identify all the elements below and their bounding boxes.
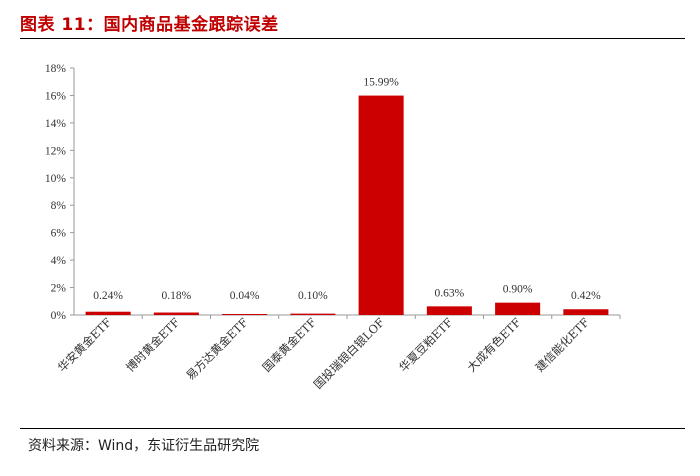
bar-1 <box>153 312 199 315</box>
chart-axes: 0% 2% 4% 6% 8% 10% 12% 14% 16% 18% <box>45 63 621 322</box>
x-category-label: 国泰黄金ETF <box>260 315 319 374</box>
data-label: 0.42% <box>571 290 601 302</box>
data-label: 0.63% <box>435 287 465 299</box>
data-label: 15.99% <box>363 77 399 89</box>
x-category-label: 博时黄金ETF <box>123 315 182 374</box>
x-category-label: 国投瑞银白银LOF <box>311 315 387 391</box>
data-label: 0.04% <box>230 290 260 302</box>
bar-2 <box>222 314 268 315</box>
data-label: 0.10% <box>298 290 328 302</box>
y-tick-label: 4% <box>51 255 67 267</box>
chart-labels: 0.24% 华安黄金ETF 0.18% 博时黄金ETF 0.04% 易方达黄金ETF 0.1… <box>55 77 601 392</box>
data-label: 0.24% <box>93 290 123 302</box>
y-tick-label: 0% <box>51 310 67 322</box>
bar-5 <box>426 306 472 315</box>
bar-7 <box>563 309 609 315</box>
source-divider <box>20 428 685 429</box>
bar-6 <box>495 302 541 315</box>
bar-0 <box>85 311 131 315</box>
bar-chart: 0%2%4%6%8%10%12%14%16%18% 0.24%华安黄金ETF0.… <box>45 63 621 392</box>
y-tick-label: 8% <box>51 200 67 212</box>
data-label: 0.18% <box>162 290 192 302</box>
title-divider <box>20 38 685 39</box>
y-tick-label: 18% <box>45 63 67 75</box>
bar-3 <box>290 313 336 315</box>
x-category-label: 华夏豆粕ETF <box>396 315 455 374</box>
x-category-label: 易方达黄金ETF <box>183 315 251 383</box>
source-note: 资料来源：Wind，东证衍生品研究院 <box>28 438 260 454</box>
y-tick-label: 10% <box>45 173 67 185</box>
x-category-label: 华安黄金ETF <box>55 315 114 374</box>
y-tick-label: 16% <box>45 90 67 102</box>
y-tick-label: 14% <box>45 118 67 130</box>
x-category-label: 建信能化ETF <box>533 315 592 374</box>
chart-title: 图表 11：国内商品基金跟踪误差 <box>20 15 279 35</box>
bar-4 <box>358 95 404 315</box>
y-tick-label: 2% <box>51 283 67 295</box>
data-label: 0.90% <box>503 284 533 296</box>
x-category-label: 大成有色ETF <box>464 315 523 374</box>
chart-bars <box>85 95 609 315</box>
y-tick-label: 12% <box>45 145 67 157</box>
y-tick-label: 6% <box>51 228 67 240</box>
